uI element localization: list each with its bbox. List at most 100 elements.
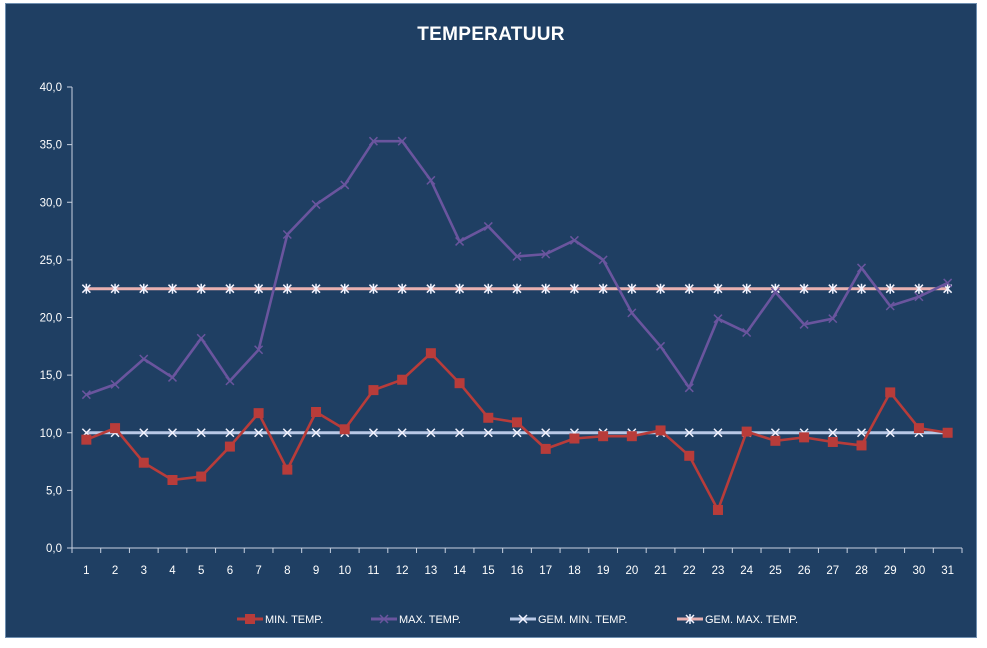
data-point-min-temp	[196, 471, 207, 482]
data-point-gem-min-temp	[541, 428, 551, 438]
data-point-min-temp	[827, 436, 838, 447]
data-point-gem-min-temp	[856, 428, 867, 438]
data-point-min-temp	[311, 407, 322, 418]
data-point-gem-max-temp	[340, 283, 350, 294]
x-tick-label: 6	[227, 565, 233, 577]
x-tick-label: 12	[396, 565, 409, 577]
data-point-gem-max-temp	[483, 283, 493, 294]
data-point-gem-min-temp	[282, 428, 292, 438]
x-tick-label: 8	[284, 565, 290, 577]
data-point-gem-max-temp	[139, 283, 149, 294]
x-tick-label: 27	[826, 565, 839, 577]
data-point-gem-min-temp	[167, 428, 178, 438]
data-point-gem-max-temp	[311, 283, 321, 294]
data-point-min-temp	[626, 431, 637, 442]
data-point-min-temp	[770, 435, 781, 446]
data-point-max-temp	[426, 175, 436, 185]
y-tick-label: 10,0	[40, 428, 62, 440]
data-point-gem-max-temp	[799, 283, 809, 294]
data-point-max-temp	[397, 136, 407, 146]
data-point-gem-min-temp	[455, 428, 465, 438]
data-point-gem-max-temp	[742, 283, 752, 294]
data-point-min-temp	[598, 431, 609, 442]
x-tick-label: 25	[769, 565, 782, 577]
data-point-min-temp	[856, 440, 867, 451]
y-tick-label: 40,0	[40, 82, 62, 94]
data-point-gem-min-temp	[828, 428, 838, 438]
data-point-min-temp	[167, 475, 178, 486]
data-point-gem-max-temp	[684, 283, 694, 294]
x-tick-label: 7	[255, 565, 261, 577]
data-point-gem-min-temp	[483, 428, 493, 438]
data-point-min-temp	[512, 417, 522, 428]
data-point-min-temp	[224, 441, 235, 452]
data-point-max-temp	[914, 292, 924, 302]
y-tick-label: 25,0	[40, 255, 62, 267]
x-tick-label: 30	[913, 565, 926, 577]
data-point-min-temp	[282, 464, 293, 475]
data-point-max-temp	[770, 287, 780, 297]
x-tick-label: 24	[740, 565, 753, 577]
data-point-min-temp	[569, 433, 580, 444]
legend-label-gem-max-temp: GEM. MAX. TEMP.	[705, 614, 798, 626]
data-point-min-temp	[913, 423, 924, 434]
data-point-gem-max-temp	[167, 283, 178, 294]
data-point-min-temp	[799, 432, 810, 443]
data-point-gem-max-temp	[512, 283, 522, 294]
series-line-max-temp	[85, 139, 949, 396]
data-point-max-temp	[856, 263, 867, 273]
data-point-min-temp	[253, 408, 264, 419]
x-tick-label: 28	[855, 565, 868, 577]
data-point-gem-min-temp	[770, 428, 780, 438]
data-point-min-temp	[684, 450, 695, 461]
x-tick-label: 11	[367, 565, 379, 577]
x-tick-label: 16	[511, 565, 524, 577]
data-point-min-temp	[397, 374, 408, 385]
data-point-gem-max-temp	[569, 283, 579, 294]
data-point-gem-max-temp	[656, 283, 666, 294]
data-point-gem-min-temp	[713, 428, 723, 438]
data-point-gem-min-temp	[368, 428, 378, 438]
data-point-gem-max-temp	[426, 283, 436, 294]
data-point-gem-max-temp	[856, 283, 867, 294]
x-tick-label: 9	[313, 565, 319, 577]
data-point-max-temp	[225, 376, 235, 386]
data-point-max-temp	[311, 200, 321, 210]
legend-marker-max-temp	[379, 614, 389, 624]
data-point-gem-max-temp	[713, 283, 723, 294]
data-point-max-temp	[885, 301, 895, 311]
data-point-max-temp	[110, 379, 120, 389]
x-tick-label: 20	[625, 565, 638, 577]
chart-frame: TEMPERATUUR	[5, 3, 977, 638]
y-tick-label: 20,0	[40, 313, 62, 325]
data-point-max-temp	[139, 354, 149, 364]
x-tick-label: 14	[453, 565, 466, 577]
data-point-max-temp	[598, 255, 608, 265]
data-point-max-temp	[254, 345, 264, 355]
legend-label-max-temp: MAX. TEMP.	[399, 614, 461, 626]
data-point-gem-max-temp	[627, 283, 637, 294]
data-point-max-temp	[455, 236, 465, 246]
data-point-min-temp	[425, 348, 436, 359]
data-point-max-temp	[713, 314, 723, 324]
chart-title: TEMPERATUUR	[417, 24, 565, 45]
x-tick-label: 4	[169, 565, 176, 577]
data-point-gem-min-temp	[225, 428, 235, 438]
data-point-gem-max-temp	[225, 283, 235, 294]
data-point-max-temp	[656, 341, 666, 351]
data-point-max-temp	[167, 372, 178, 382]
data-point-min-temp	[655, 425, 666, 436]
data-point-gem-min-temp	[196, 428, 206, 438]
data-point-gem-max-temp	[598, 283, 608, 294]
data-point-max-temp	[541, 249, 551, 259]
y-tick-label: 30,0	[40, 197, 62, 209]
y-tick-label: 0,0	[46, 543, 62, 555]
data-point-gem-min-temp	[254, 428, 264, 438]
data-point-gem-min-temp	[885, 428, 895, 438]
data-point-gem-max-temp	[282, 283, 292, 294]
data-point-min-temp	[339, 424, 350, 435]
x-tick-label: 10	[338, 565, 351, 577]
legend-marker-gem-max-temp	[685, 614, 695, 624]
y-tick-label: 5,0	[46, 485, 62, 497]
data-point-gem-max-temp	[110, 283, 120, 294]
